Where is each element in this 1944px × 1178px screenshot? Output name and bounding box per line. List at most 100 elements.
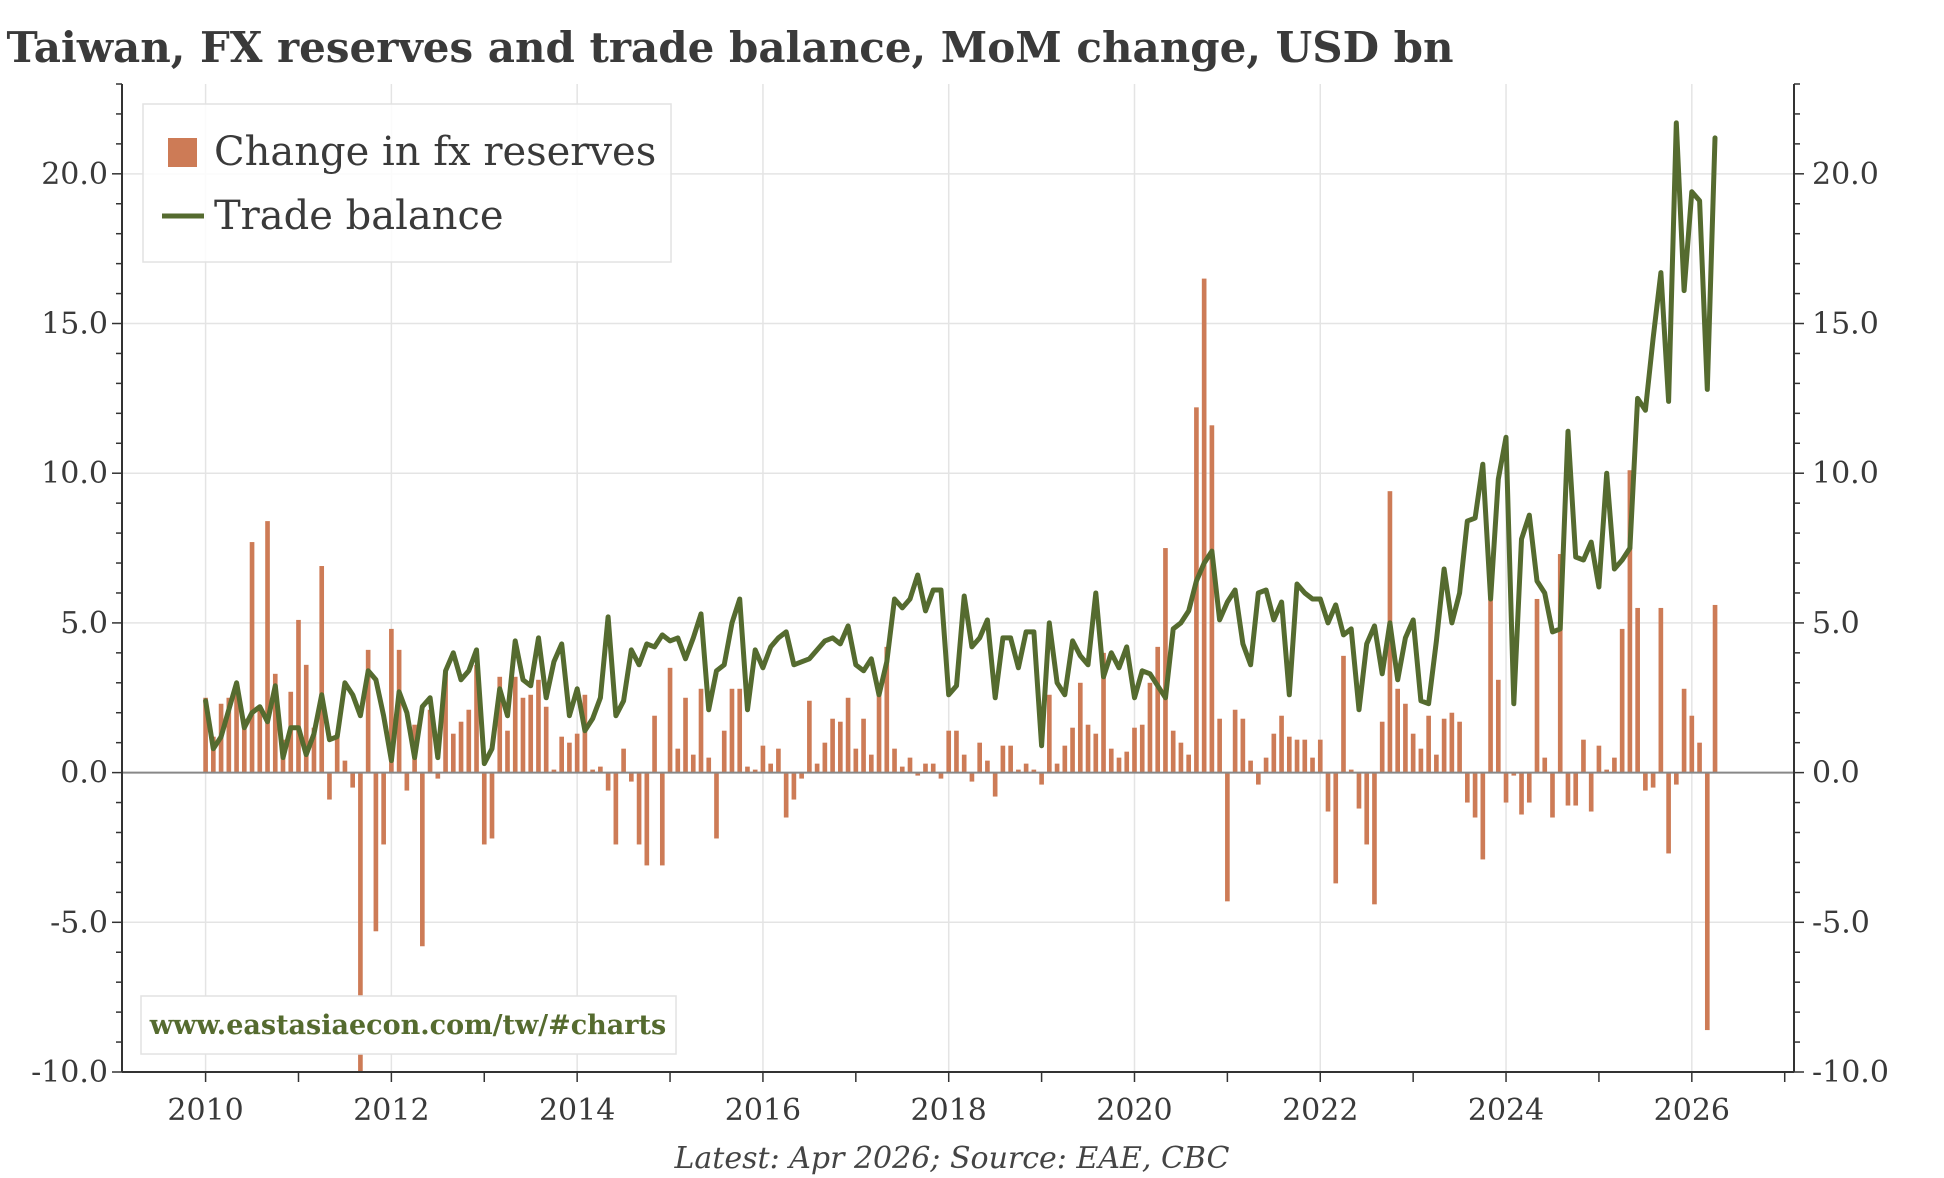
bar <box>1643 772 1648 791</box>
bar <box>915 772 921 776</box>
bar <box>992 772 998 797</box>
watermark-text: www.eastasiaecon.com/tw/#charts <box>149 1010 666 1041</box>
bar <box>319 566 325 773</box>
bar <box>714 772 719 839</box>
bar <box>1163 548 1168 773</box>
bar <box>1348 769 1354 773</box>
bar <box>899 766 905 773</box>
bar <box>1186 754 1191 773</box>
bar <box>1054 763 1060 773</box>
bar <box>1317 739 1323 773</box>
bar <box>528 694 534 773</box>
bar <box>1108 748 1114 773</box>
bar <box>234 682 239 773</box>
bar <box>845 697 851 773</box>
bar <box>1132 727 1137 773</box>
bar <box>404 772 410 791</box>
bar <box>505 730 510 773</box>
bar <box>1666 772 1671 854</box>
bar <box>721 730 727 773</box>
bar <box>729 688 735 773</box>
bar <box>1248 760 1253 773</box>
bar <box>373 772 379 932</box>
bar <box>1519 772 1524 815</box>
line-series-trade-balance <box>203 120 1718 767</box>
bar <box>311 727 317 773</box>
bar <box>1294 739 1300 773</box>
bar <box>675 748 681 773</box>
x-tick-label: 2024 <box>1468 1093 1544 1128</box>
y-tick-label-right: -10.0 <box>1812 1055 1889 1090</box>
bar <box>783 772 789 818</box>
bar <box>272 673 278 773</box>
bar <box>1619 628 1625 773</box>
bar <box>768 763 773 773</box>
x-tick-label: 2010 <box>167 1093 243 1128</box>
bar <box>1093 733 1099 773</box>
bar <box>807 700 812 773</box>
bar <box>1704 772 1710 1031</box>
bar <box>512 676 518 773</box>
bar <box>567 742 572 773</box>
bar <box>458 721 464 773</box>
bar <box>598 766 603 773</box>
bar <box>698 688 704 773</box>
bar <box>327 772 332 800</box>
bar <box>1085 724 1091 773</box>
bar-series-fx-reserves <box>203 278 1718 1072</box>
y-tick-label-right: 20.0 <box>1812 157 1879 192</box>
bar <box>760 745 766 773</box>
bar <box>1503 772 1509 803</box>
bar <box>1016 769 1021 773</box>
bar <box>481 772 487 845</box>
bar <box>1534 598 1540 773</box>
bar <box>1116 757 1122 773</box>
bar <box>892 748 897 773</box>
bar <box>358 772 363 1072</box>
bar <box>745 766 750 773</box>
bar <box>791 772 797 800</box>
bar <box>1271 733 1277 773</box>
bar <box>1077 682 1083 773</box>
tick-labels: 20.0 20.0 15.0 15.0 10.0 10.0 5.0 5.0 0.0 0.0 -5.0… <box>31 157 1889 1128</box>
x-tick-label: 2014 <box>539 1093 615 1128</box>
bar <box>636 772 642 845</box>
bar <box>1674 772 1679 785</box>
bar <box>1457 721 1462 773</box>
bar <box>450 733 456 773</box>
watermark: www.eastasiaecon.com/tw/#charts <box>140 995 677 1055</box>
bar <box>1101 652 1106 773</box>
bar <box>543 706 549 773</box>
watermark-box <box>140 995 677 1055</box>
bar <box>1434 754 1439 773</box>
bar <box>752 769 758 773</box>
trade-balance-line <box>203 120 1718 767</box>
bar <box>1573 772 1579 806</box>
bar <box>1449 712 1455 773</box>
bar <box>1495 679 1501 773</box>
bar <box>1341 655 1346 773</box>
bar <box>590 769 595 773</box>
bar <box>574 733 580 773</box>
bar <box>1689 715 1695 773</box>
y-tick-label-right: 0.0 <box>1812 756 1860 791</box>
bar <box>1000 745 1006 773</box>
bar <box>969 772 975 782</box>
bar <box>954 730 959 773</box>
bar <box>226 697 232 773</box>
bar <box>435 772 441 779</box>
bar <box>644 772 650 866</box>
bar <box>559 736 564 773</box>
bar <box>853 748 859 773</box>
bar <box>303 664 309 773</box>
bar <box>257 706 263 773</box>
bar <box>930 763 936 773</box>
bar <box>443 670 448 773</box>
bar <box>1557 554 1563 773</box>
bar <box>776 748 781 773</box>
bar <box>838 721 843 773</box>
bar <box>683 697 688 773</box>
bar <box>389 628 394 773</box>
legend-box <box>142 103 672 263</box>
bar <box>1263 757 1269 773</box>
